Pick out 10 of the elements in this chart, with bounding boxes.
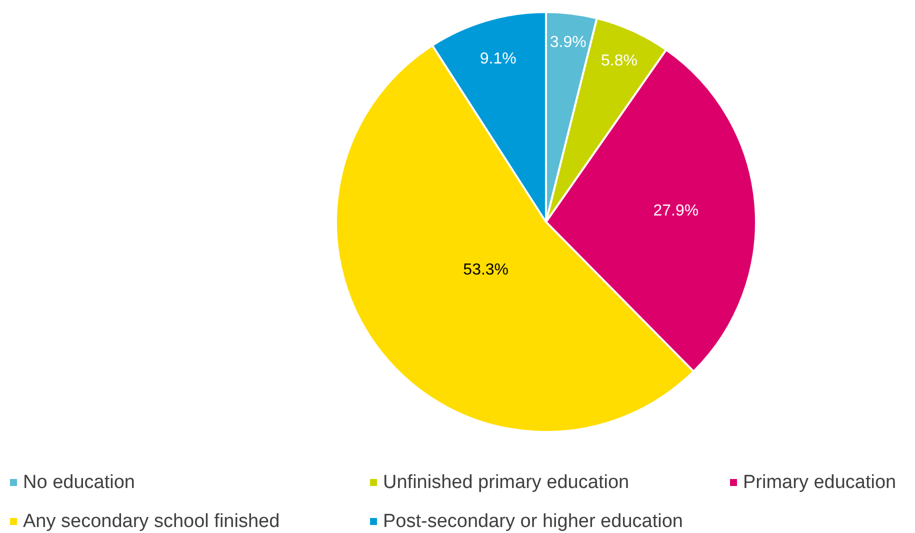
data-label: 3.9% <box>550 34 586 51</box>
data-label: 9.1% <box>480 50 516 68</box>
legend-label: Any secondary school finished <box>22 511 281 533</box>
data-label: 5.8% <box>601 52 638 70</box>
legend-label: No education <box>22 472 136 494</box>
legend-label: Post-secondary or higher education <box>382 511 684 533</box>
legend-label: Unfinished primary education <box>382 472 630 494</box>
legend-label: Primary education <box>742 472 898 494</box>
data-label: 53.3% <box>463 262 509 279</box>
data-label: 27.9% <box>653 202 699 220</box>
